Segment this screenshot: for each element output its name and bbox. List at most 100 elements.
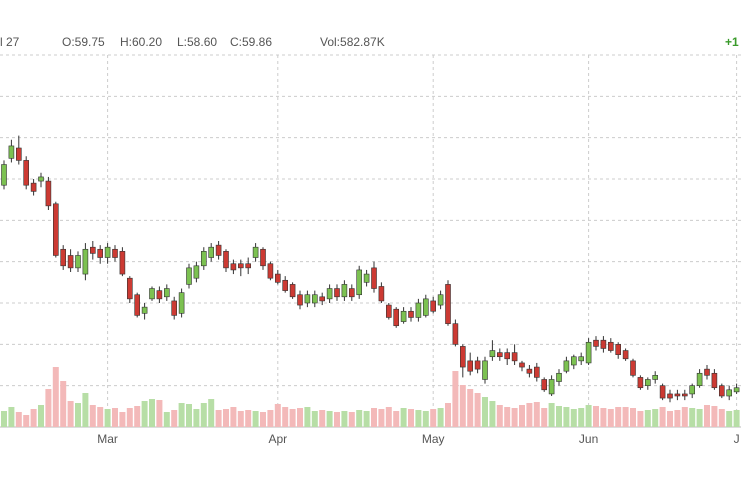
- candle-body: [252, 246, 259, 258]
- candle-body: [267, 263, 274, 279]
- candle-body: [274, 273, 281, 283]
- candle-body: [75, 255, 81, 269]
- candle-body: [408, 310, 414, 318]
- volume-bar: [548, 403, 555, 427]
- candle-body: [519, 362, 525, 368]
- candle-body: [704, 368, 710, 376]
- candle-body: [193, 265, 200, 279]
- candle-body: [334, 288, 340, 298]
- volume-bar: [482, 397, 488, 427]
- candle-body: [622, 350, 629, 360]
- candle-body: [733, 387, 740, 393]
- volume-bar: [711, 406, 718, 427]
- candle-body: [452, 323, 459, 345]
- header-low: L:58.60: [177, 35, 217, 49]
- candle-body: [82, 248, 89, 275]
- volume-bar: [704, 405, 710, 427]
- candle-body: [504, 352, 511, 360]
- candle-body: [593, 339, 599, 347]
- volume-bar: [23, 415, 30, 427]
- volume-bar: [570, 409, 577, 427]
- volume-bar: [437, 408, 444, 427]
- candle-body: [437, 294, 444, 306]
- volume-bar: [215, 410, 222, 427]
- header-date: l 27: [0, 35, 20, 49]
- header-volume: Vol:582.87K: [320, 35, 385, 49]
- candle-body: [378, 286, 385, 302]
- volume-bar: [52, 367, 59, 427]
- volume-bar: [208, 399, 215, 427]
- volume-bar: [526, 403, 533, 427]
- candle-body: [104, 246, 111, 258]
- candle-body: [459, 346, 466, 368]
- volume-bar: [97, 407, 104, 427]
- volume-bar: [578, 408, 585, 427]
- candle-body: [696, 372, 703, 386]
- volume-bar: [718, 409, 725, 427]
- volume-bar: [452, 371, 459, 427]
- volume-bar: [533, 402, 540, 427]
- volume-bar: [223, 409, 229, 427]
- volume-bar: [75, 403, 81, 427]
- candle-body: [511, 352, 518, 362]
- candle-body: [134, 294, 140, 316]
- candle-body: [578, 356, 585, 362]
- candle-body: [541, 379, 548, 391]
- x-tick-label: May: [422, 432, 445, 446]
- candle-body: [570, 356, 577, 366]
- candle-body: [667, 393, 673, 399]
- volume-bar: [104, 409, 111, 427]
- candle-body: [400, 310, 407, 322]
- volume-bar: [149, 399, 155, 427]
- volume-bar: [200, 403, 207, 427]
- volume-bar: [415, 410, 422, 427]
- candle-body: [341, 284, 348, 298]
- header-change: +1: [725, 35, 739, 49]
- volume-bar: [600, 408, 607, 427]
- volume-bar: [607, 409, 614, 427]
- volume-bar: [15, 412, 22, 427]
- candle-body: [304, 294, 311, 304]
- candle-body: [711, 372, 718, 389]
- candle-body: [422, 298, 429, 316]
- candle-body: [681, 393, 688, 397]
- volume-bar: [733, 410, 740, 427]
- volume-bar: [82, 393, 89, 427]
- candle-body: [644, 379, 651, 386]
- volume-bar: [400, 408, 407, 427]
- candle-body: [652, 375, 659, 380]
- volume-bar: [393, 411, 400, 427]
- candle-body: [637, 377, 644, 389]
- volume-bar: [511, 408, 518, 427]
- volume-bar: [556, 406, 562, 427]
- candle-body: [52, 203, 59, 256]
- volume-bar: [112, 408, 118, 427]
- candle-body: [467, 360, 474, 372]
- candle-body: [90, 246, 96, 254]
- candle-body: [60, 248, 67, 267]
- volume-bar: [252, 411, 259, 427]
- candle-body: [319, 296, 326, 302]
- candle-body: [607, 341, 614, 351]
- volume-bar: [334, 412, 340, 427]
- volume-bar: [45, 389, 52, 427]
- candle-body: [127, 277, 133, 300]
- volume-bar: [245, 410, 252, 427]
- volume-bar: [696, 409, 703, 427]
- candle-body: [630, 360, 636, 376]
- candle-body: [245, 263, 251, 269]
- volume-bar: [319, 410, 326, 427]
- candle-body: [474, 360, 481, 370]
- x-tick-label: Mar: [97, 432, 118, 446]
- volume-bar: [237, 411, 244, 427]
- volume-bar: [630, 408, 636, 427]
- volume-bar: [496, 405, 503, 427]
- candle-body: [141, 306, 148, 314]
- candle-body: [363, 273, 370, 283]
- candle-body: [371, 267, 377, 289]
- volume-bar: [67, 401, 74, 427]
- candle-body: [282, 279, 289, 291]
- volume-bar: [585, 405, 592, 427]
- candle-body: [156, 290, 163, 300]
- volume-bar: [667, 411, 673, 427]
